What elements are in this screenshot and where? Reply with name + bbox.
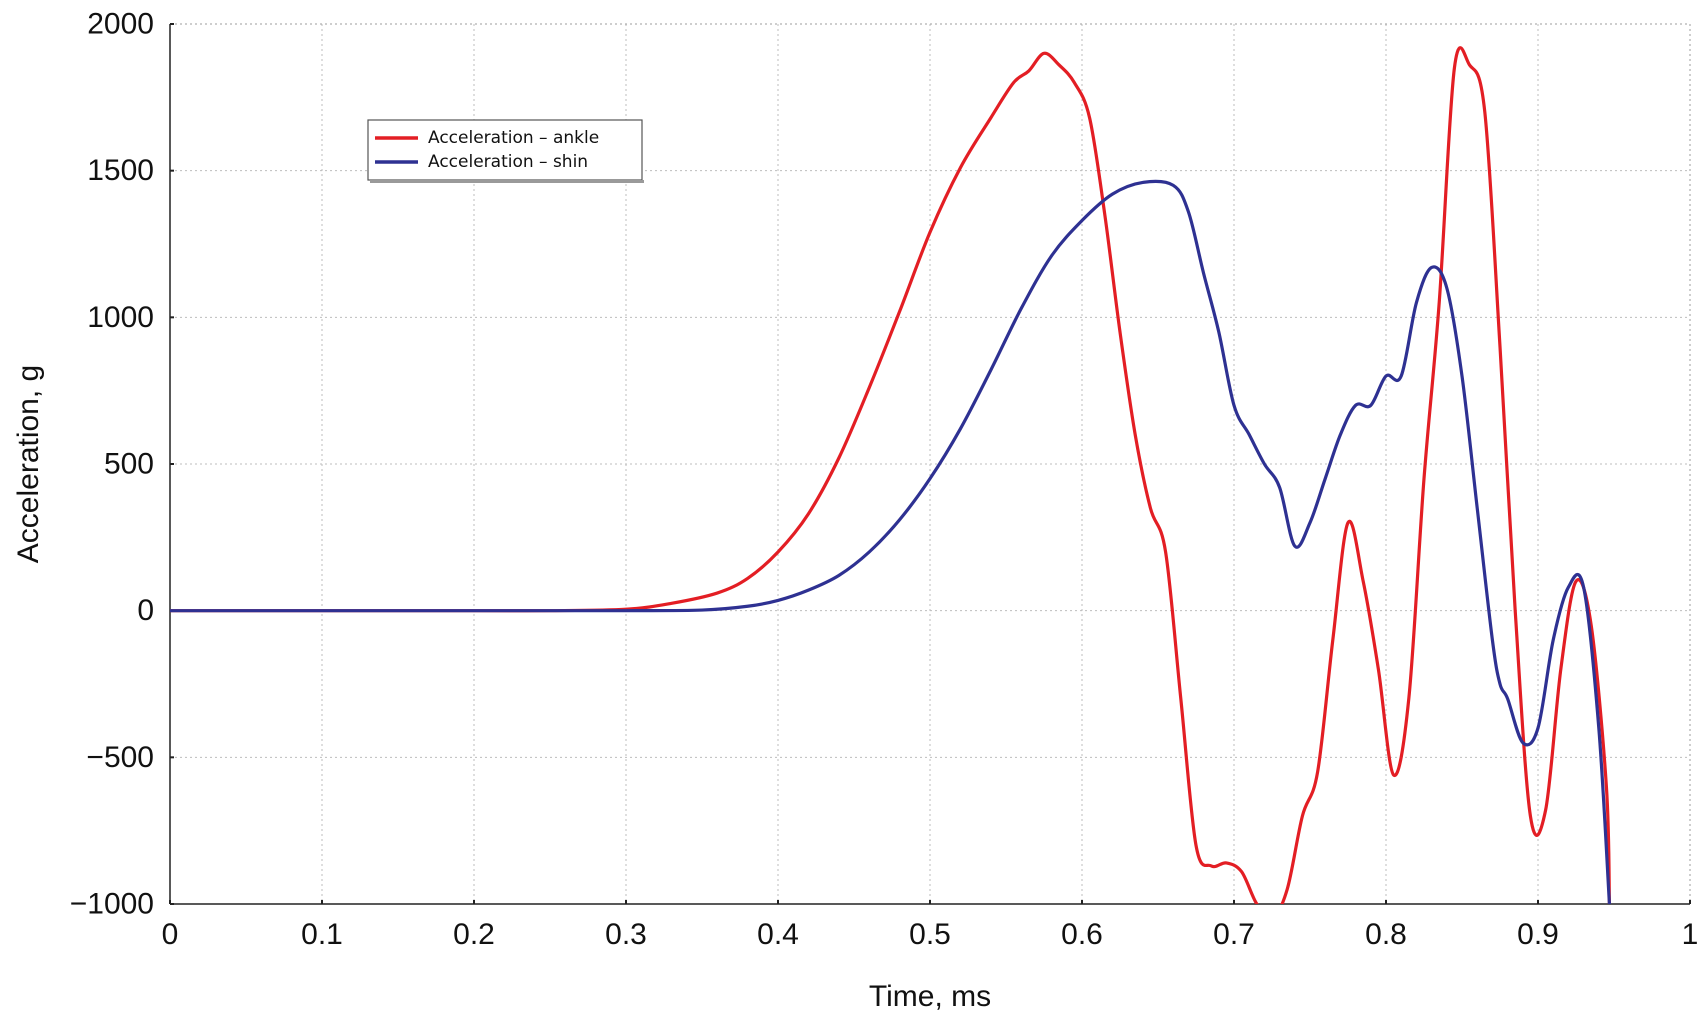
x-tick-label-9: 0.9 (1517, 918, 1559, 951)
x-tick-label-6: 0.6 (1061, 918, 1103, 951)
legend: Acceleration – ankle Acceleration – shin (367, 119, 644, 183)
x-axis-ticks: 0 0.1 0.2 0.3 0.4 0.5 0.6 0.7 0.8 0.9 1 (162, 900, 1699, 951)
y-tick-label-1: 1500 (87, 154, 154, 187)
legend-shadow (370, 180, 644, 183)
series-line-1 (170, 179, 1612, 904)
y-tick-label-4: 0 (137, 594, 154, 627)
legend-box (367, 119, 643, 181)
grid (170, 24, 1690, 904)
y-tick-label-5: −500 (86, 741, 154, 774)
series-lines (170, 46, 1612, 904)
x-tick-label-4: 0.4 (757, 918, 799, 951)
x-tick-label-10: 1 (1682, 918, 1699, 951)
y-tick-label-0: 2000 (87, 8, 154, 41)
x-axis-label: Time, ms (869, 980, 991, 1013)
y-tick-label-3: 500 (104, 448, 154, 481)
x-tick-label-1: 0.1 (301, 918, 343, 951)
x-tick-label-0: 0 (162, 918, 179, 951)
legend-label-1: Acceleration – shin (428, 152, 588, 172)
series-line-0 (170, 46, 1612, 904)
y-tick-label-2: 1000 (87, 301, 154, 334)
x-tick-label-3: 0.3 (605, 918, 647, 951)
x-tick-label-7: 0.7 (1213, 918, 1255, 951)
x-tick-label-2: 0.2 (453, 918, 495, 951)
x-tick-label-8: 0.8 (1365, 918, 1407, 951)
y-axis-label: Acceleration, g (12, 365, 45, 563)
y-axis-ticks: 2000 1500 1000 500 0 −500 −1000 (70, 8, 174, 921)
legend-label-0: Acceleration – ankle (428, 128, 599, 148)
x-tick-label-5: 0.5 (909, 918, 951, 951)
y-tick-label-6: −1000 (70, 888, 154, 921)
